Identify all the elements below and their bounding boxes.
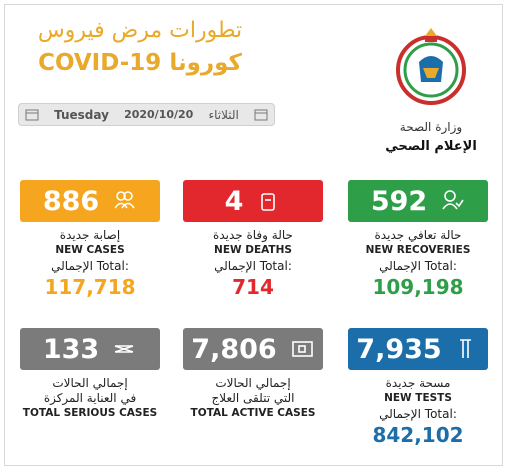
label-ar-line: إجمالي الحالات — [52, 376, 128, 390]
stat-card: 7,935 مسحة جديدة NEW TESTS الإجمالي Total: 8… — [348, 328, 488, 448]
covid-text: COVID-19 — [38, 50, 162, 76]
label-ar-line: حالة وفاة جديدة — [213, 228, 293, 242]
stat-value: 4 — [224, 185, 244, 217]
label-ar: حالة تعافي جديدة — [348, 228, 488, 243]
stat-card: 7,806 إجمالي الحالات التي تتلقى العلاج TOTA… — [183, 328, 323, 421]
label-en: TOTAL ACTIVE CASES — [190, 407, 316, 419]
label-ar-line: في العناية المركزة — [43, 391, 137, 405]
stat-box: 886 — [20, 180, 160, 222]
corona-text: كورونا — [169, 50, 242, 76]
stat-icon — [114, 191, 135, 209]
label-ar: مسحة جديدة — [348, 376, 488, 391]
ministry-logo — [396, 28, 466, 105]
stat-card: 886 إصابة جديدة NEW CASES الإجمالي Total: 11… — [20, 180, 160, 300]
title-arabic: تطورات مرض فيروس — [37, 18, 243, 43]
day-ar: الثلاثاء — [208, 107, 239, 122]
stat-value: 886 — [42, 185, 100, 217]
label-en: NEW TESTS — [384, 392, 452, 404]
total-label: الإجمالي Total: — [214, 259, 292, 273]
calendar-icon — [254, 109, 268, 121]
total-value: 117,718 — [44, 275, 136, 299]
frame — [4, 4, 503, 466]
label-ar: إجمالي الحالات التي تتلقى العلاج — [183, 376, 323, 406]
total-label: الإجمالي Total: — [379, 407, 457, 421]
stat-card: 592 حالة تعافي جديدة NEW RECOVERIES الإجمال… — [348, 180, 488, 300]
total-label: الإجمالي Total: — [379, 259, 457, 273]
stat-value: 7,806 — [191, 333, 277, 365]
stat-box: 4 — [183, 180, 323, 222]
label-ar: إجمالي الحالات في العناية المركزة — [20, 376, 160, 406]
ministry-name: وزارة الصحة — [399, 120, 463, 134]
label-ar: إصابة جديدة — [20, 228, 160, 243]
title-covid: COVID-19 كورونا — [20, 50, 260, 76]
label-ar-line: التي تتلقى العلاج — [211, 391, 295, 405]
date: 2020/10/20 — [124, 108, 194, 121]
stat-value: 133 — [42, 333, 100, 365]
label-ar-line: مسحة جديدة — [385, 376, 451, 390]
calendar-icon — [25, 109, 39, 121]
stat-value: 7,935 — [356, 333, 442, 365]
label-ar-line: إصابة جديدة — [59, 228, 121, 242]
stat-icon — [291, 341, 313, 357]
total-value: 842,102 — [372, 423, 464, 447]
label-en: NEW CASES — [55, 244, 125, 256]
stat-box: 7,935 — [348, 328, 488, 370]
date-bar: Tuesday 2020/10/20 الثلاثاء — [18, 103, 275, 126]
stat-value: 592 — [370, 185, 428, 217]
day-en: Tuesday — [54, 107, 109, 122]
stat-icon — [442, 190, 464, 210]
total-label: الإجمالي Total: — [51, 259, 129, 273]
stat-card: 4 حالة وفاة جديدة NEW DEATHS الإجمالي Total… — [183, 180, 323, 300]
label-ar-line: إجمالي الحالات — [215, 376, 291, 390]
label-en: NEW RECOVERIES — [365, 244, 471, 256]
total-value: 714 — [232, 275, 274, 299]
ministry-department: الإعلام الصحي — [385, 139, 477, 154]
label-ar-line: حالة تعافي جديدة — [374, 228, 462, 242]
stat-box: 133 — [20, 328, 160, 370]
stat-card: 133 إجمالي الحالات في العناية المركزة TOTAL… — [20, 328, 160, 421]
label-en: TOTAL SERIOUS CASES — [22, 407, 158, 419]
stat-box: 7,806 — [183, 328, 323, 370]
stat-box: 592 — [348, 180, 488, 222]
stat-icon — [114, 345, 134, 353]
total-value: 109,198 — [372, 275, 464, 299]
stat-icon — [459, 339, 471, 358]
stat-icon — [261, 193, 276, 211]
label-ar: حالة وفاة جديدة — [183, 228, 323, 243]
label-en: NEW DEATHS — [214, 244, 292, 256]
